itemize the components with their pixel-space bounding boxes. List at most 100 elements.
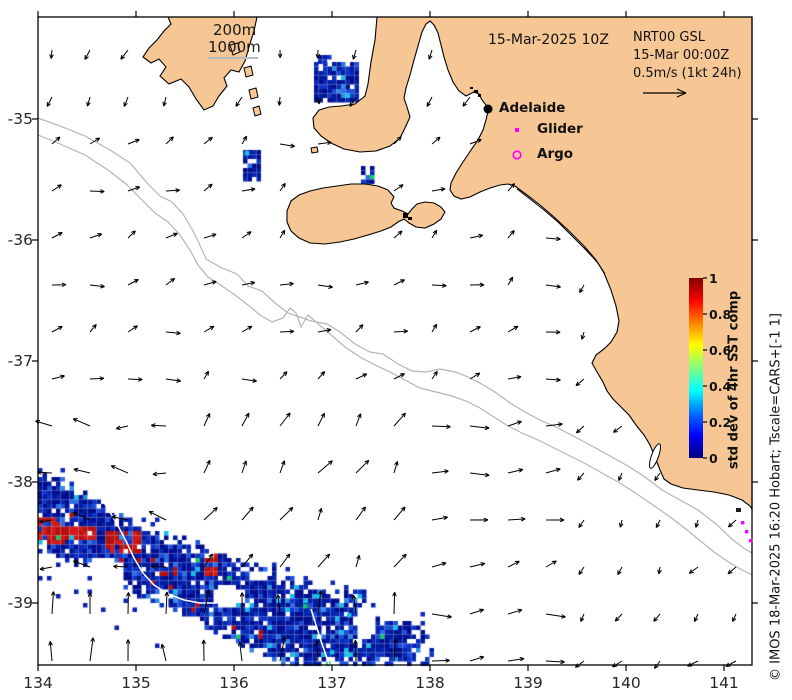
current-vector	[279, 553, 291, 568]
glider-legend-marker	[515, 128, 519, 132]
current-vector	[89, 189, 105, 194]
y-tick-label--35: -35	[7, 110, 33, 128]
current-vector	[36, 470, 53, 475]
current-vector	[393, 553, 407, 568]
current-vector	[349, 96, 357, 107]
current-vector	[507, 560, 520, 568]
current-vector	[317, 553, 331, 568]
current-vector	[51, 184, 62, 192]
current-vector	[203, 370, 210, 380]
current-vector	[545, 329, 561, 335]
current-vector	[469, 372, 481, 380]
current-vector	[317, 460, 333, 474]
current-vector	[431, 370, 438, 380]
current-vector	[317, 507, 323, 521]
current-vector	[86, 96, 91, 107]
current-vector	[393, 506, 406, 521]
colorbar-tick-label-1: 1	[709, 271, 718, 286]
current-vector	[469, 138, 482, 145]
current-vector	[393, 460, 399, 474]
model-time-label: 15-Mar 00:00Z	[633, 48, 730, 63]
credit-text: © IMOS 18-Mar-2025 16:20 Hobart; Tscale=…	[768, 313, 784, 681]
current-vector	[203, 325, 215, 333]
current-vector	[39, 566, 53, 571]
current-vector	[426, 96, 433, 107]
current-vector	[203, 589, 211, 615]
scale-arrow-line	[676, 88, 687, 94]
current-vector	[279, 460, 286, 474]
current-vector	[125, 639, 131, 662]
isobath-label-200m: 200m	[213, 21, 257, 39]
current-vector	[241, 135, 248, 145]
current-vector	[546, 517, 565, 523]
current-vector	[127, 138, 140, 145]
current-vector	[127, 279, 139, 286]
isobath-over-raster-2	[310, 608, 330, 666]
current-vector	[314, 640, 320, 662]
current-vector	[431, 283, 447, 288]
current-vector	[688, 566, 699, 574]
current-vector	[694, 519, 700, 528]
current-vector	[469, 517, 489, 523]
coorong-lagoon-line	[516, 188, 606, 275]
current-vector	[123, 96, 129, 107]
current-vector	[351, 594, 357, 615]
current-vector	[352, 49, 357, 60]
glider-track-start	[736, 508, 741, 512]
current-vector	[279, 229, 286, 239]
current-vector	[393, 373, 405, 380]
current-vector	[545, 560, 557, 568]
current-vector	[165, 378, 181, 383]
current-vector	[165, 232, 178, 239]
current-vector	[241, 460, 247, 474]
glider-track-dot	[745, 530, 749, 534]
current-vector	[355, 373, 368, 380]
current-vector	[241, 325, 253, 333]
quiver-scale-label: 0.5m/s (1kt 24h)	[633, 66, 742, 81]
current-vector	[165, 330, 181, 336]
island	[310, 146, 319, 154]
current-vector	[393, 136, 402, 145]
current-vector	[241, 412, 250, 427]
colorbar-tick-label-0.6: 0.6	[709, 343, 732, 358]
current-vector	[203, 183, 213, 192]
current-vector	[655, 519, 661, 528]
isobath-1000m	[37, 134, 753, 576]
x-tick-label-139: 139	[513, 674, 543, 692]
current-vector	[580, 331, 586, 340]
current-vector	[201, 639, 207, 662]
x-tick-label-140: 140	[611, 674, 641, 692]
current-vector	[72, 418, 91, 427]
current-vector	[315, 49, 321, 59]
current-vector	[160, 643, 167, 662]
current-vector	[393, 329, 409, 334]
current-vector	[48, 641, 53, 662]
current-vector	[393, 184, 404, 192]
colorbar-tick-label-0.2: 0.2	[709, 415, 732, 430]
scale-arrow	[643, 88, 687, 98]
current-vector	[51, 374, 65, 380]
current-vector	[507, 325, 519, 333]
model-name-label: NRT00 GSL	[633, 30, 705, 45]
legend-label-glider: Glider	[537, 121, 583, 137]
current-vector	[579, 284, 585, 294]
current-vector	[235, 96, 243, 107]
current-vector	[165, 136, 174, 145]
current-vector	[611, 660, 623, 668]
current-vector	[203, 506, 218, 521]
current-vector	[150, 423, 167, 428]
current-vector	[165, 277, 176, 286]
timestamp-label: 15-Mar-2025 10Z	[488, 32, 609, 48]
isobath-legend-underline	[208, 57, 258, 59]
coast-detail-mark	[408, 217, 412, 220]
current-vector	[431, 469, 449, 474]
current-vector	[469, 233, 484, 239]
current-vector	[148, 510, 167, 521]
current-vector	[578, 566, 585, 576]
current-vector	[317, 328, 332, 333]
current-vector	[317, 140, 332, 146]
current-vector	[431, 658, 450, 663]
current-vector	[151, 564, 167, 569]
current-vector	[614, 613, 623, 622]
